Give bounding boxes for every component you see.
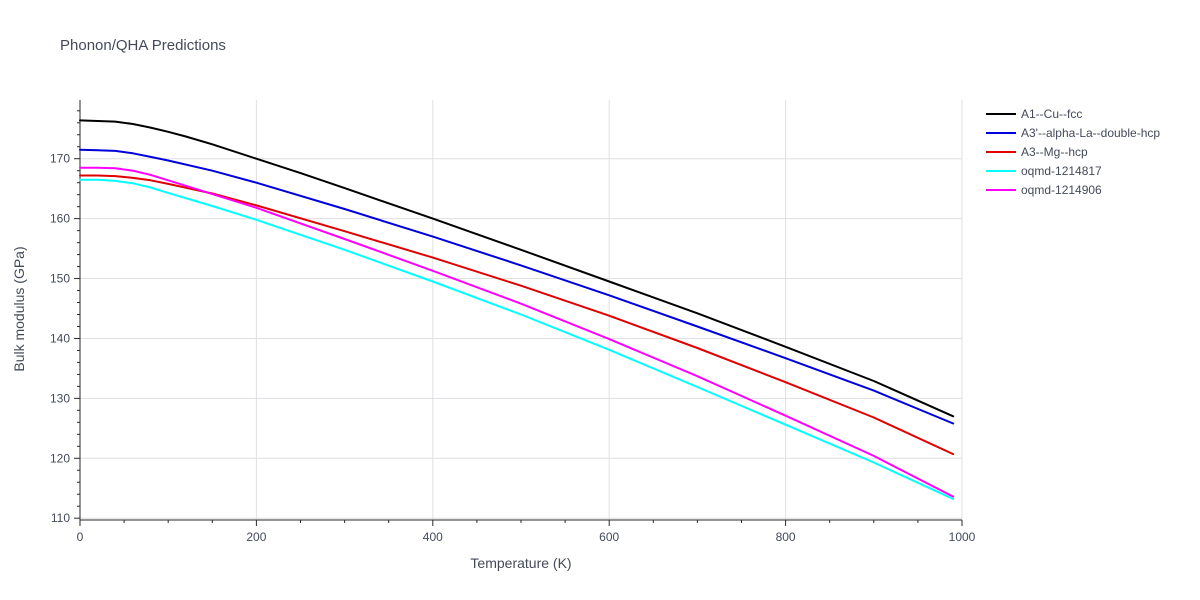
series-line-5 — [79, 166, 955, 498]
y-tick-label: 150 — [50, 272, 70, 286]
legend-item[interactable]: A1--Cu--fcc — [986, 107, 1082, 121]
axes: 0 200 400 600 800 1000 110 120 130 140 150 160 170 — [50, 100, 976, 544]
y-tick-label: 170 — [50, 152, 70, 166]
x-tick-label: 200 — [246, 530, 266, 544]
grid — [80, 100, 963, 520]
legend-label: oqmd-1214906 — [1021, 183, 1102, 197]
chart-title: Phonon/QHA Predictions — [60, 37, 226, 54]
legend-item[interactable]: oqmd-1214906 — [986, 183, 1102, 197]
legend-item[interactable]: A3--Mg--hcp — [986, 145, 1088, 159]
y-axis-title: Bulk modulus (GPa) — [11, 246, 27, 371]
x-tick-label: 1000 — [949, 530, 976, 544]
x-tick-label: 0 — [77, 530, 84, 544]
series-line-3 — [79, 174, 955, 456]
legend-label: oqmd-1214817 — [1021, 164, 1102, 178]
y-tick-label: 140 — [50, 331, 70, 345]
y-tick-label: 130 — [50, 391, 70, 405]
y-tick-label: 160 — [50, 212, 70, 226]
y-tick-label: 120 — [50, 451, 70, 465]
x-tick-label: 400 — [423, 530, 443, 544]
legend-label: A3'--alpha-La--double-hcp — [1021, 126, 1160, 140]
y-tick-label: 110 — [51, 511, 70, 525]
x-tick-label: 600 — [599, 530, 619, 544]
x-tick-label: 800 — [776, 530, 796, 544]
series-line-1 — [79, 119, 955, 418]
series-line-4 — [79, 178, 955, 500]
series-line-2 — [79, 148, 955, 425]
legend-item[interactable]: oqmd-1214817 — [986, 164, 1102, 178]
legend-item[interactable]: A3'--alpha-La--double-hcp — [986, 126, 1160, 140]
legend-label: A3--Mg--hcp — [1021, 145, 1088, 159]
legend-label: A1--Cu--fcc — [1021, 107, 1082, 121]
plot-area — [79, 119, 955, 500]
x-axis-title: Temperature (K) — [470, 555, 571, 571]
legend: A1--Cu--fcc A3'--alpha-La--double-hcp A3--… — [986, 107, 1160, 197]
